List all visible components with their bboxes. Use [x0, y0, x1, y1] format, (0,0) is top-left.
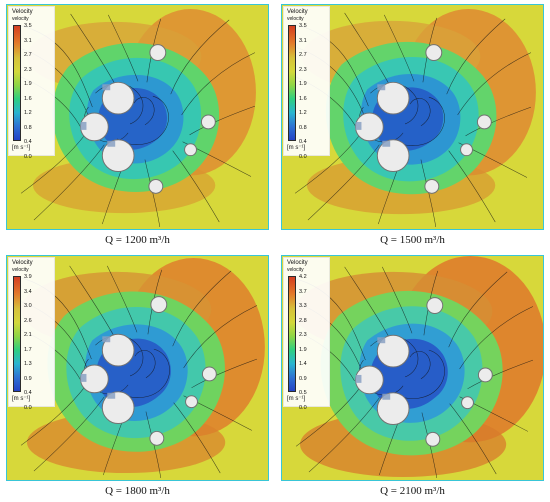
- velocity-legend: Velocity velocity 3.5 3.1 2.7 2.3 1.9 1.…: [283, 6, 330, 159]
- velocity-contour-plot: Velocity velocity 4.2 3.7 3.3 2.8 2.3 1.…: [281, 255, 544, 481]
- plot-caption: Q = 1200 m³/h: [105, 234, 170, 246]
- legend-tick: 3.5: [299, 23, 307, 29]
- legend-tick: 0.0: [24, 404, 32, 411]
- plot-caption: Q = 1800 m³/h: [105, 485, 170, 497]
- legend-tick: 3.5: [24, 23, 32, 29]
- legend-tick: 3.1: [299, 37, 307, 44]
- legend-colorbar: [288, 25, 296, 141]
- legend-colorbar: [13, 276, 21, 392]
- legend-tick: 1.9: [299, 346, 307, 353]
- plot-caption: Q = 1500 m³/h: [380, 234, 445, 246]
- legend-tick: 2.3: [299, 66, 307, 73]
- velocity-contour-plot: Velocity velocity 3.5 3.1 2.7 2.3 1.9 1.…: [281, 4, 544, 230]
- legend-tick: 4.2: [299, 274, 307, 280]
- legend-tick: 0.5: [299, 390, 307, 396]
- legend-unit: [m s⁻¹]: [287, 145, 306, 151]
- legend-tick: 2.1: [24, 332, 32, 338]
- legend-tick: 3.7: [299, 288, 307, 295]
- legend-ticks: 3.5 3.1 2.7 2.3 1.9 1.6 1.2 0.8 0.4 0.0: [24, 23, 52, 159]
- velocity-legend: Velocity velocity 4.2 3.7 3.3 2.8 2.3 1.…: [283, 257, 330, 410]
- plot-caption: Q = 2100 m³/h: [380, 485, 445, 497]
- velocity-field-svg: [7, 5, 268, 229]
- legend-title: Velocity: [12, 260, 33, 266]
- legend-tick: 1.7: [24, 346, 32, 353]
- legend-colorbar: [288, 276, 296, 392]
- legend-tick: 1.9: [299, 81, 307, 87]
- legend-tick: 0.4: [299, 139, 307, 145]
- legend-tick: 1.6: [299, 95, 307, 102]
- legend-tick: 2.7: [24, 52, 32, 58]
- velocity-contour-plot: Velocity velocity 3.9 3.4 3.0 2.6 2.1 1.…: [6, 255, 269, 481]
- legend-tick: 1.3: [24, 361, 32, 367]
- legend-tick: 2.6: [24, 317, 32, 324]
- legend-tick: 1.6: [24, 95, 32, 102]
- legend-tick: 3.4: [24, 288, 32, 295]
- panel-q1200: Velocity velocity 3.5 3.1 2.7 2.3 1.9 1.…: [0, 0, 275, 251]
- legend-title: Velocity: [12, 9, 33, 15]
- legend-ticks: 3.9 3.4 3.0 2.6 2.1 1.7 1.3 0.9 0.4 0.0: [24, 274, 52, 410]
- legend-tick: 0.0: [299, 404, 307, 411]
- legend-subtitle: velocity: [287, 267, 304, 273]
- legend-tick: 1.4: [299, 361, 307, 367]
- legend-subtitle: velocity: [12, 267, 29, 273]
- legend-tick: 2.7: [299, 52, 307, 58]
- legend-tick: 0.4: [24, 390, 32, 396]
- legend-tick: 3.1: [24, 37, 32, 44]
- legend-ticks: 3.5 3.1 2.7 2.3 1.9 1.6 1.2 0.8 0.4 0.0: [299, 23, 327, 159]
- panel-q2100: Velocity velocity 4.2 3.7 3.3 2.8 2.3 1.…: [275, 251, 550, 502]
- legend-ticks: 4.2 3.7 3.3 2.8 2.3 1.9 1.4 0.9 0.5 0.0: [299, 274, 327, 410]
- legend-unit: [m s⁻¹]: [287, 396, 306, 402]
- legend-tick: 0.8: [299, 124, 307, 131]
- legend-tick: 2.3: [299, 332, 307, 338]
- legend-tick: 1.2: [299, 110, 307, 116]
- legend-tick: 2.3: [24, 66, 32, 73]
- legend-tick: 0.0: [24, 153, 32, 160]
- velocity-contour-plot: Velocity velocity 3.5 3.1 2.7 2.3 1.9 1.…: [6, 4, 269, 230]
- legend-tick: 0.9: [299, 375, 307, 382]
- legend-title: Velocity: [287, 9, 308, 15]
- panel-q1500: Velocity velocity 3.5 3.1 2.7 2.3 1.9 1.…: [275, 0, 550, 251]
- legend-tick: 0.0: [299, 153, 307, 160]
- legend-tick: 0.9: [24, 375, 32, 382]
- legend-tick: 1.9: [24, 81, 32, 87]
- legend-tick: 3.9: [24, 274, 32, 280]
- legend-tick: 0.4: [24, 139, 32, 145]
- legend-tick: 3.3: [299, 303, 307, 309]
- panel-q1800: Velocity velocity 3.9 3.4 3.0 2.6 2.1 1.…: [0, 251, 275, 502]
- legend-unit: [m s⁻¹]: [12, 396, 31, 402]
- legend-tick: 2.8: [299, 317, 307, 324]
- legend-subtitle: velocity: [287, 16, 304, 22]
- velocity-legend: Velocity velocity 3.9 3.4 3.0 2.6 2.1 1.…: [8, 257, 55, 410]
- legend-title: Velocity: [287, 260, 308, 266]
- legend-colorbar: [13, 25, 21, 141]
- velocity-legend: Velocity velocity 3.5 3.1 2.7 2.3 1.9 1.…: [8, 6, 55, 159]
- legend-unit: [m s⁻¹]: [12, 145, 31, 151]
- legend-subtitle: velocity: [12, 16, 29, 22]
- legend-tick: 3.0: [24, 303, 32, 309]
- legend-tick: 0.8: [24, 124, 32, 131]
- legend-tick: 1.2: [24, 110, 32, 116]
